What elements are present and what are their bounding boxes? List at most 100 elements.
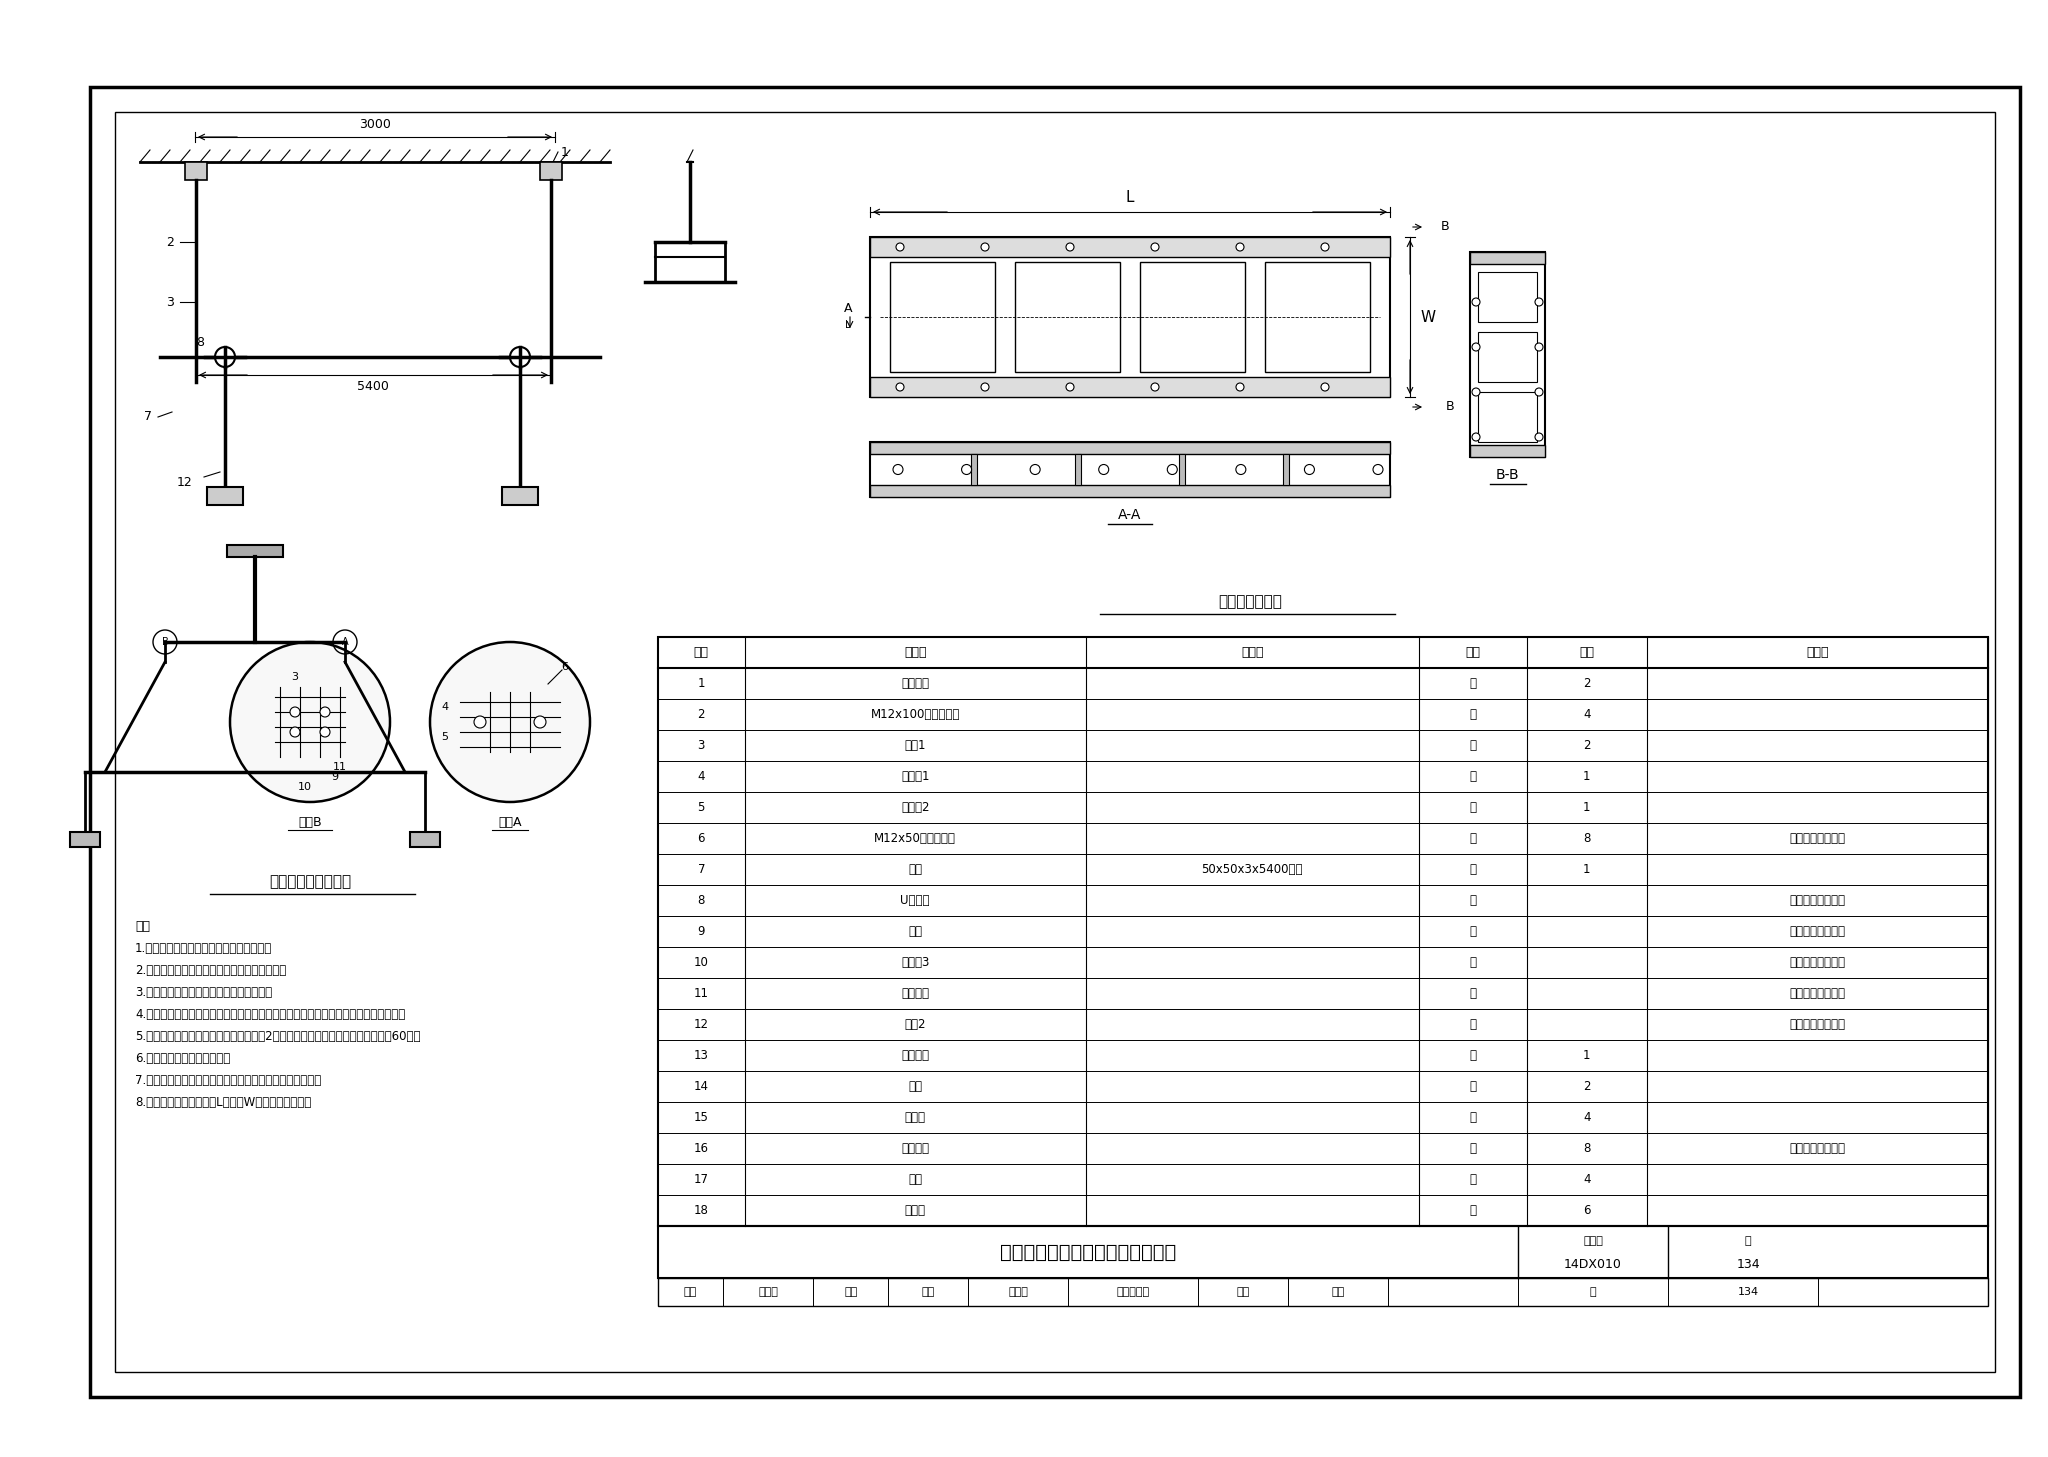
Text: 5400: 5400 <box>356 380 389 393</box>
Text: L: L <box>846 321 850 329</box>
Bar <box>971 455 977 485</box>
Text: 11: 11 <box>694 986 709 1000</box>
Circle shape <box>1235 465 1245 475</box>
Text: 7: 7 <box>143 411 152 424</box>
Circle shape <box>1237 243 1243 251</box>
Text: 3.玻璃压条通过螺栓与面板进行固定连接。: 3.玻璃压条通过螺栓与面板进行固定连接。 <box>135 986 272 1000</box>
Text: 个: 个 <box>1468 925 1477 938</box>
Text: M12x50高强度螺栓: M12x50高强度螺栓 <box>874 832 956 845</box>
Text: 顶棚向导吊装结构图及总装图举例: 顶棚向导吊装结构图及总装图举例 <box>999 1243 1176 1262</box>
Text: 图集号: 图集号 <box>1583 1236 1604 1246</box>
Text: 1.面板与中间支架之间通过合页进行连接。: 1.面板与中间支架之间通过合页进行连接。 <box>135 943 272 956</box>
Text: 中间支架: 中间支架 <box>901 1049 930 1062</box>
Text: B: B <box>162 637 168 647</box>
Text: 玻璃压条: 玻璃压条 <box>901 1142 930 1155</box>
Text: 套: 套 <box>1468 769 1477 782</box>
Text: 2: 2 <box>1583 739 1591 752</box>
Text: 单位: 单位 <box>1464 645 1481 659</box>
Text: 13: 13 <box>694 1049 709 1062</box>
Text: 17: 17 <box>694 1173 709 1186</box>
Text: 12: 12 <box>176 475 193 488</box>
Text: 连接件2: 连接件2 <box>901 801 930 814</box>
Text: 细节B: 细节B <box>299 816 322 829</box>
Circle shape <box>1067 243 1073 251</box>
Text: A: A <box>844 303 852 316</box>
Text: 安装件: 安装件 <box>905 1112 926 1123</box>
Text: 顶棚向导总装图: 顶棚向导总装图 <box>1219 594 1282 609</box>
Text: 4: 4 <box>698 769 705 782</box>
Text: 5.槽体内两侧需安装支撑杆，每个面板配2个支撑杆。要求面板打开角度可以达到60度。: 5.槽体内两侧需安装支撑杆，每个面板配2个支撑杆。要求面板打开角度可以达到60度… <box>135 1030 420 1043</box>
Text: 套: 套 <box>1468 832 1477 845</box>
Text: 4: 4 <box>1583 1173 1591 1186</box>
Bar <box>1282 455 1288 485</box>
Circle shape <box>897 383 903 390</box>
Text: 1: 1 <box>1583 801 1591 814</box>
Text: 注：: 注： <box>135 921 150 934</box>
Text: 孙东山: 孙东山 <box>1008 1287 1028 1297</box>
Circle shape <box>1473 342 1481 351</box>
Text: 9: 9 <box>698 925 705 938</box>
Bar <box>891 262 995 372</box>
Text: A-A: A-A <box>1118 508 1141 522</box>
Circle shape <box>1473 388 1481 396</box>
Text: 6: 6 <box>561 661 569 672</box>
Text: 备　注: 备 注 <box>1806 645 1829 659</box>
Text: 底座: 底座 <box>907 1173 922 1186</box>
Text: 吊杆1: 吊杆1 <box>905 739 926 752</box>
Text: 配螺母及平垫焊垫: 配螺母及平垫焊垫 <box>1790 1142 1845 1155</box>
Circle shape <box>1167 465 1178 475</box>
Bar <box>1075 455 1081 485</box>
Bar <box>870 441 1391 455</box>
Bar <box>870 441 1391 497</box>
Text: B: B <box>1440 220 1450 233</box>
Text: U型螺栓: U型螺栓 <box>901 895 930 908</box>
Text: 1: 1 <box>698 678 705 691</box>
Circle shape <box>981 383 989 390</box>
Text: 8: 8 <box>197 335 205 348</box>
Bar <box>184 162 207 181</box>
Text: 套: 套 <box>1468 1018 1477 1032</box>
Bar <box>870 377 1391 396</box>
Circle shape <box>1030 465 1040 475</box>
Text: 1: 1 <box>1583 1049 1591 1062</box>
Circle shape <box>981 243 989 251</box>
Text: 细节A: 细节A <box>498 816 522 829</box>
Text: 钢门挡: 钢门挡 <box>905 1203 926 1217</box>
Circle shape <box>897 243 903 251</box>
Text: 134: 134 <box>1737 1287 1759 1297</box>
Ellipse shape <box>430 643 590 801</box>
Circle shape <box>291 727 299 737</box>
Text: B-B: B-B <box>1495 468 1520 482</box>
Bar <box>657 1225 1989 1278</box>
Bar <box>1470 252 1544 457</box>
Text: 沈飞: 沈飞 <box>844 1287 858 1297</box>
Text: 石墙: 石墙 <box>1237 1287 1249 1297</box>
Text: 校对: 校对 <box>922 1287 934 1297</box>
Text: 8: 8 <box>1583 1142 1591 1155</box>
Text: 套: 套 <box>1468 801 1477 814</box>
Text: 安装法兰: 安装法兰 <box>901 678 930 691</box>
Text: 10: 10 <box>694 956 709 969</box>
Bar <box>1141 262 1245 372</box>
Circle shape <box>893 465 903 475</box>
Circle shape <box>291 707 299 717</box>
Text: 5: 5 <box>442 731 449 742</box>
Bar <box>70 832 100 847</box>
Text: 连接件3: 连接件3 <box>901 956 930 969</box>
Circle shape <box>963 465 971 475</box>
Text: 页: 页 <box>1589 1287 1595 1297</box>
Bar <box>870 237 1391 396</box>
Circle shape <box>1372 465 1382 475</box>
Text: 审核: 审核 <box>684 1287 696 1297</box>
Text: B: B <box>1446 401 1454 414</box>
Text: 具体工程设计确定: 具体工程设计确定 <box>1790 895 1845 908</box>
Text: 14: 14 <box>694 1080 709 1093</box>
Text: 5: 5 <box>698 801 705 814</box>
Text: 顶棚向导吊装结构图: 顶棚向导吊装结构图 <box>268 874 350 890</box>
Text: 数量: 数量 <box>1579 645 1593 659</box>
Text: 配螺母及平垫焊垫: 配螺母及平垫焊垫 <box>1790 832 1845 845</box>
Text: 连接件1: 连接件1 <box>901 769 930 782</box>
Text: 15: 15 <box>694 1112 709 1123</box>
Text: 具体工程设计确定: 具体工程设计确定 <box>1790 986 1845 1000</box>
Circle shape <box>1536 342 1542 351</box>
